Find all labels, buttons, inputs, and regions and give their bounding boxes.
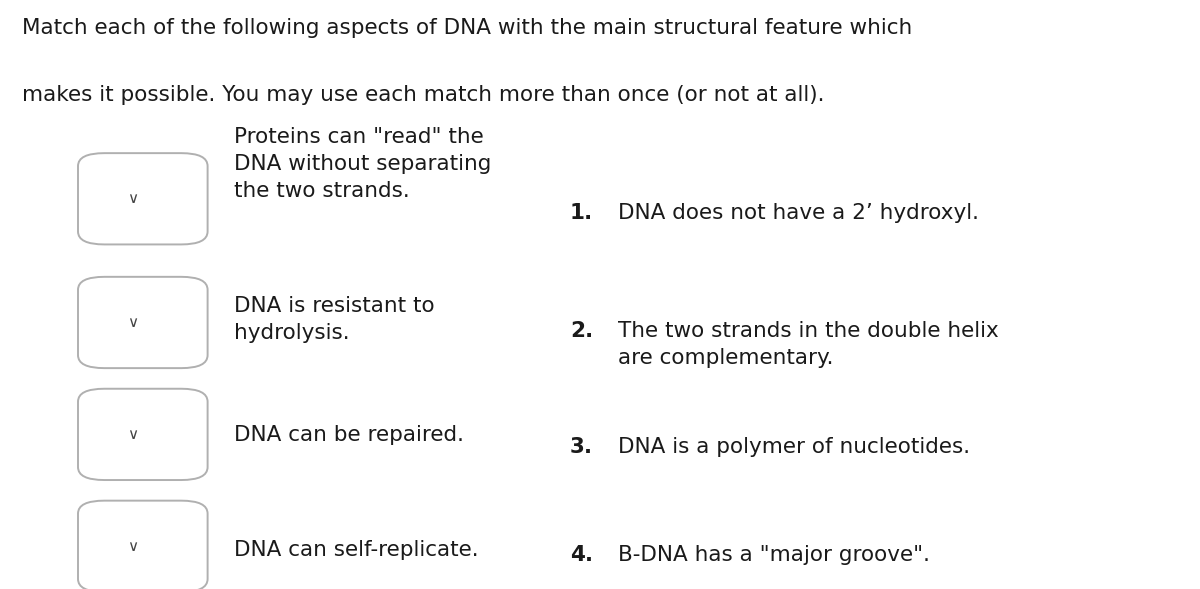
Text: DNA does not have a 2’ hydroxyl.: DNA does not have a 2’ hydroxyl. [618, 203, 979, 223]
Text: ∨: ∨ [127, 427, 138, 442]
Text: 1.: 1. [570, 203, 593, 223]
Text: B-DNA has a "major groove".: B-DNA has a "major groove". [618, 545, 930, 565]
FancyBboxPatch shape [78, 153, 208, 244]
Text: Match each of the following aspects of DNA with the main structural feature whic: Match each of the following aspects of D… [22, 18, 912, 38]
FancyBboxPatch shape [78, 501, 208, 589]
Text: 2.: 2. [570, 321, 593, 341]
Text: ∨: ∨ [127, 315, 138, 330]
FancyBboxPatch shape [78, 389, 208, 480]
Text: DNA can be repaired.: DNA can be repaired. [234, 425, 464, 445]
Text: makes it possible. You may use each match more than once (or not at all).: makes it possible. You may use each matc… [22, 85, 824, 105]
Text: 3.: 3. [570, 437, 593, 457]
Text: DNA can self-replicate.: DNA can self-replicate. [234, 540, 479, 560]
Text: DNA is resistant to
hydrolysis.: DNA is resistant to hydrolysis. [234, 296, 434, 343]
Text: ∨: ∨ [127, 191, 138, 206]
FancyBboxPatch shape [78, 277, 208, 368]
Text: ∨: ∨ [127, 539, 138, 554]
Text: 4.: 4. [570, 545, 593, 565]
Text: The two strands in the double helix
are complementary.: The two strands in the double helix are … [618, 321, 998, 368]
Text: Proteins can "read" the
DNA without separating
the two strands.: Proteins can "read" the DNA without sepa… [234, 127, 491, 201]
Text: DNA is a polymer of nucleotides.: DNA is a polymer of nucleotides. [618, 437, 970, 457]
